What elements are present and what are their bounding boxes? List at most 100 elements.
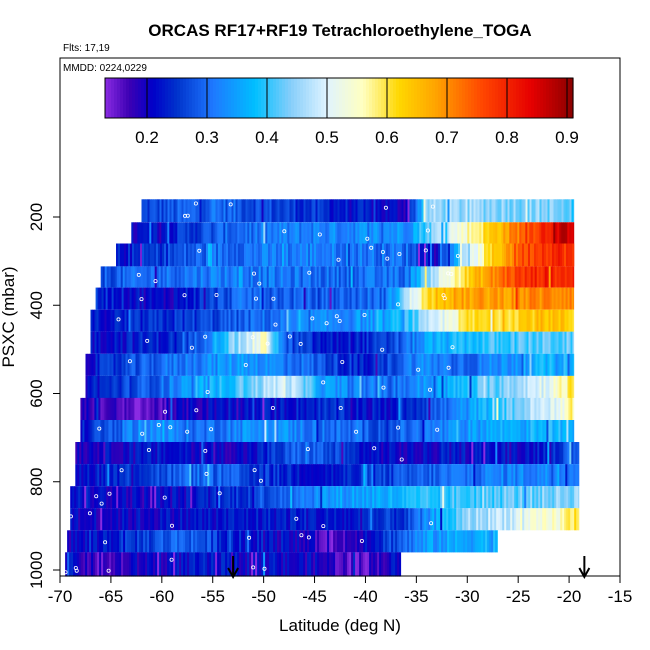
- band-cell: [197, 353, 200, 376]
- band-cell: [431, 353, 434, 376]
- band-cell: [465, 464, 468, 487]
- band-cell: [259, 222, 262, 244]
- band-cell: [168, 331, 171, 354]
- band-cell: [572, 486, 575, 509]
- band-cell: [457, 375, 460, 398]
- band-cell: [403, 530, 406, 553]
- band-cell: [121, 353, 124, 376]
- band-cell: [423, 353, 426, 376]
- band-cell: [460, 266, 464, 288]
- band-cell: [277, 464, 280, 487]
- band-cell: [426, 266, 430, 288]
- band-cell: [342, 266, 346, 288]
- band-cell: [277, 287, 280, 310]
- band-cell: [264, 331, 267, 354]
- band-cell: [259, 442, 262, 465]
- band-cell: [467, 442, 470, 465]
- band-cell: [317, 464, 320, 487]
- band-cell: [103, 375, 106, 398]
- band-cell: [170, 397, 173, 420]
- band-cell: [163, 552, 166, 577]
- band-cell: [556, 420, 559, 443]
- band-cell: [436, 309, 439, 332]
- band-cell: [174, 331, 177, 354]
- band-cell: [145, 375, 148, 398]
- band-cell: [266, 309, 269, 332]
- band-cell: [450, 243, 453, 267]
- band-cell: [130, 331, 133, 354]
- band-cell: [453, 353, 456, 376]
- colorbar-cell: [135, 78, 139, 118]
- band-cell: [306, 420, 309, 443]
- band-cell: [466, 266, 470, 288]
- band-cell: [284, 331, 287, 354]
- band-cell: [199, 222, 202, 244]
- band-cell: [114, 508, 117, 531]
- colorbar-cell: [492, 78, 496, 118]
- band-cell: [209, 222, 212, 244]
- band-cell: [506, 420, 509, 443]
- band-cell: [238, 397, 241, 420]
- band-cell: [562, 266, 566, 288]
- band-cell: [257, 442, 260, 465]
- band-cell: [180, 486, 183, 509]
- band-cell: [516, 309, 519, 332]
- band-cell: [230, 397, 233, 420]
- band-cell: [515, 199, 518, 223]
- band-cell: [578, 508, 580, 531]
- band-cell: [164, 420, 167, 443]
- band-cell: [361, 552, 364, 577]
- band-cell: [485, 287, 488, 310]
- band-cell: [420, 309, 423, 332]
- band-cell: [286, 397, 289, 420]
- band-cell: [369, 287, 372, 310]
- band-cell: [315, 442, 318, 465]
- band-cell: [276, 266, 280, 288]
- band-cell: [270, 243, 273, 267]
- band-cell: [349, 353, 352, 376]
- band-cell: [493, 353, 496, 376]
- band-cell: [456, 508, 459, 531]
- band-cell: [479, 199, 482, 223]
- band-cell: [418, 508, 421, 531]
- band-cell: [205, 222, 208, 244]
- band-cell: [409, 222, 412, 244]
- band-cell: [325, 442, 328, 465]
- band-cell: [529, 222, 532, 244]
- band-cell: [324, 266, 328, 288]
- band-cell: [436, 266, 440, 288]
- band-cell: [476, 331, 479, 354]
- band-cell: [443, 530, 446, 553]
- band-cell: [369, 442, 372, 465]
- band-cell: [551, 222, 554, 244]
- band-cell: [218, 243, 221, 267]
- band-cell: [490, 243, 493, 267]
- band-cell: [408, 420, 411, 443]
- band-cell: [472, 331, 475, 354]
- band-cell: [473, 287, 476, 310]
- band-cell: [550, 420, 553, 443]
- band-cell: [536, 397, 539, 420]
- band-cell: [207, 353, 210, 376]
- band-cell: [247, 199, 250, 223]
- band-cell: [194, 243, 197, 267]
- band-cell: [268, 486, 271, 509]
- band-cell: [420, 486, 423, 509]
- band-cell: [370, 420, 373, 443]
- sample-point: [337, 318, 342, 323]
- band-cell: [121, 375, 124, 398]
- band-cell: [184, 309, 187, 332]
- band-cell: [533, 464, 536, 487]
- band-cell: [540, 508, 543, 531]
- band-cell: [330, 266, 334, 288]
- band-cell: [530, 508, 533, 531]
- band-cell: [139, 530, 142, 553]
- band-cell: [275, 552, 278, 577]
- band-cell: [274, 486, 277, 509]
- band-cell: [172, 331, 175, 354]
- band-cell: [411, 442, 414, 465]
- band-cell: [373, 442, 376, 465]
- band-cell: [390, 331, 393, 354]
- band-cell: [526, 397, 529, 420]
- band-cell: [78, 486, 81, 509]
